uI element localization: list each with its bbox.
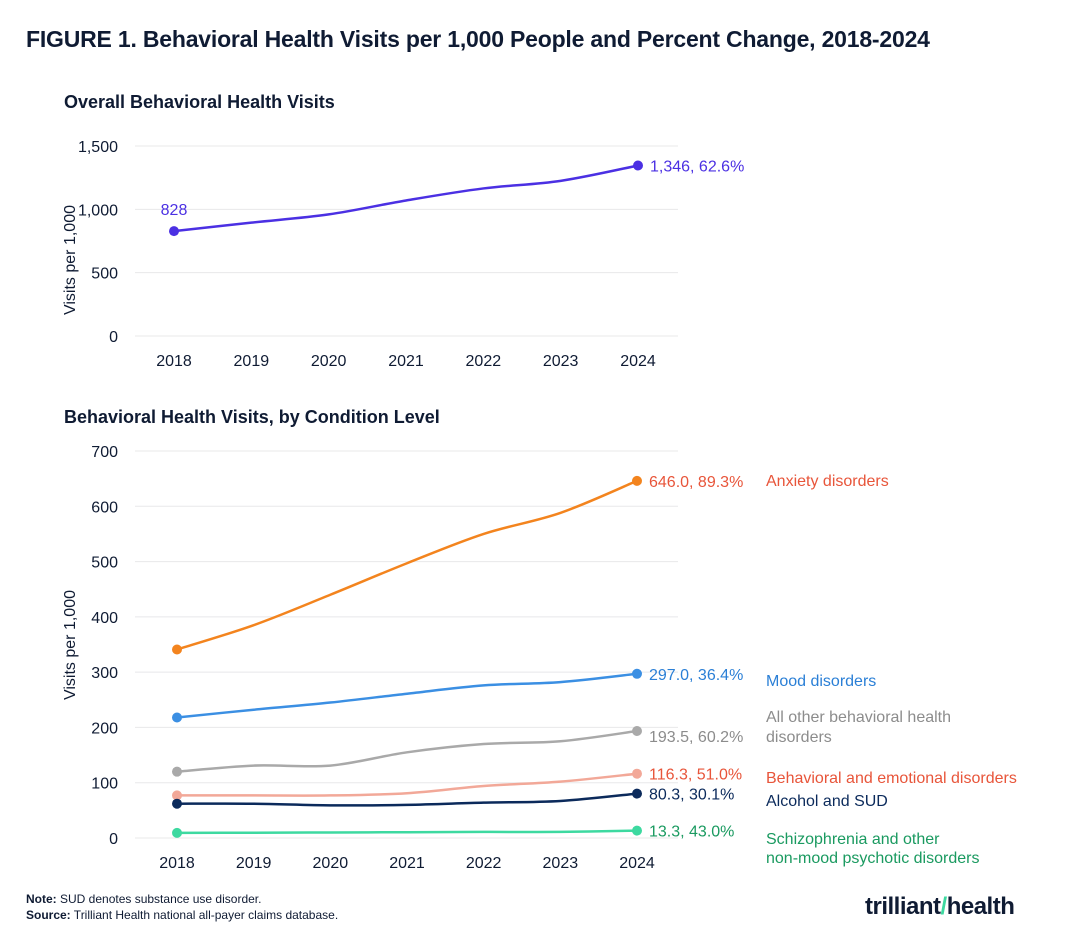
y-tick-label: 200 bbox=[91, 720, 118, 737]
series-line bbox=[173, 164, 639, 233]
x-tick-label: 2019 bbox=[236, 855, 272, 872]
x-tick-label: 2018 bbox=[159, 855, 195, 872]
x-tick-label: 2024 bbox=[619, 855, 655, 872]
y-tick-label: 1,500 bbox=[78, 139, 118, 156]
data-point bbox=[632, 768, 642, 779]
y-tick-label: 1,000 bbox=[78, 202, 118, 219]
data-point bbox=[632, 726, 642, 737]
x-tick-label: 2020 bbox=[311, 353, 347, 370]
note-text: SUD denotes substance use disorder. bbox=[56, 892, 262, 906]
y-tick-label: 0 bbox=[109, 831, 118, 848]
legend-label: All other behavioral health bbox=[766, 709, 951, 726]
end-data-label: 297.0, 36.4% bbox=[649, 667, 743, 684]
series-line bbox=[176, 829, 638, 835]
y-tick-label: 700 bbox=[91, 444, 118, 461]
end-data-label: 80.3, 30.1% bbox=[649, 787, 734, 804]
legend-label: Anxiety disorders bbox=[766, 473, 889, 490]
data-point bbox=[172, 644, 182, 655]
data-point bbox=[169, 226, 179, 237]
legend-label: Mood disorders bbox=[766, 673, 876, 690]
source-text: Trilliant Health national all-payer clai… bbox=[70, 908, 339, 922]
end-data-label: 193.5, 60.2% bbox=[649, 729, 743, 746]
series-line bbox=[176, 792, 638, 807]
data-point bbox=[172, 827, 182, 838]
legend-label: non-mood psychotic disorders bbox=[766, 850, 979, 867]
data-point bbox=[632, 825, 642, 836]
data-point bbox=[633, 160, 643, 171]
y-tick-label: 500 bbox=[91, 266, 118, 283]
y-tick-label: 400 bbox=[91, 610, 118, 627]
data-point bbox=[172, 712, 182, 723]
data-point bbox=[172, 790, 182, 801]
x-tick-label: 2018 bbox=[156, 353, 192, 370]
end-data-label: 13.3, 43.0% bbox=[649, 824, 734, 841]
legend-label: disorders bbox=[766, 729, 832, 746]
x-tick-label: 2021 bbox=[389, 855, 425, 872]
data-point bbox=[632, 475, 642, 486]
chart-title-overall: Overall Behavioral Health Visits bbox=[64, 92, 335, 112]
y-tick-label: 100 bbox=[91, 776, 118, 793]
data-point bbox=[172, 798, 182, 809]
y-axis-label: Visits per 1,000 bbox=[62, 590, 79, 700]
series-line bbox=[176, 672, 638, 719]
chart-title-condition: Behavioral Health Visits, by Condition L… bbox=[64, 407, 440, 427]
figure-title: FIGURE 1. Behavioral Health Visits per 1… bbox=[26, 26, 930, 52]
x-tick-label: 2020 bbox=[313, 855, 349, 872]
data-point bbox=[632, 788, 642, 799]
legend-label: Alcohol and SUD bbox=[766, 793, 888, 810]
end-data-label: 116.3, 51.0% bbox=[649, 767, 742, 784]
x-tick-label: 2022 bbox=[466, 353, 502, 370]
x-tick-label: 2023 bbox=[543, 855, 579, 872]
note-label: Note: bbox=[26, 892, 57, 906]
legend-label: Behavioral and emotional disorders bbox=[766, 770, 1017, 787]
x-tick-label: 2024 bbox=[620, 353, 656, 370]
x-tick-label: 2021 bbox=[388, 353, 424, 370]
data-point bbox=[632, 668, 642, 679]
data-point bbox=[172, 766, 182, 777]
series-line bbox=[176, 479, 638, 651]
end-data-label: 1,346, 62.6% bbox=[650, 159, 744, 176]
y-tick-label: 500 bbox=[91, 555, 118, 572]
x-tick-label: 2023 bbox=[543, 353, 579, 370]
x-tick-label: 2022 bbox=[466, 855, 502, 872]
series-line bbox=[176, 729, 638, 773]
source: Source: Trilliant Health national all-pa… bbox=[26, 908, 338, 922]
y-tick-label: 600 bbox=[91, 499, 118, 516]
source-label: Source: bbox=[26, 908, 71, 922]
y-tick-label: 0 bbox=[109, 329, 118, 346]
note: Note: SUD denotes substance use disorder… bbox=[26, 892, 261, 906]
start-data-label: 828 bbox=[161, 202, 188, 219]
trilliant-health-logo: trilliant/health bbox=[865, 893, 1015, 920]
y-axis-label: Visits per 1,000 bbox=[62, 205, 79, 315]
legend-label: Schizophrenia and other bbox=[766, 831, 940, 848]
y-tick-label: 300 bbox=[91, 665, 118, 682]
x-tick-label: 2019 bbox=[234, 353, 270, 370]
end-data-label: 646.0, 89.3% bbox=[649, 474, 743, 491]
series-line bbox=[177, 772, 638, 797]
